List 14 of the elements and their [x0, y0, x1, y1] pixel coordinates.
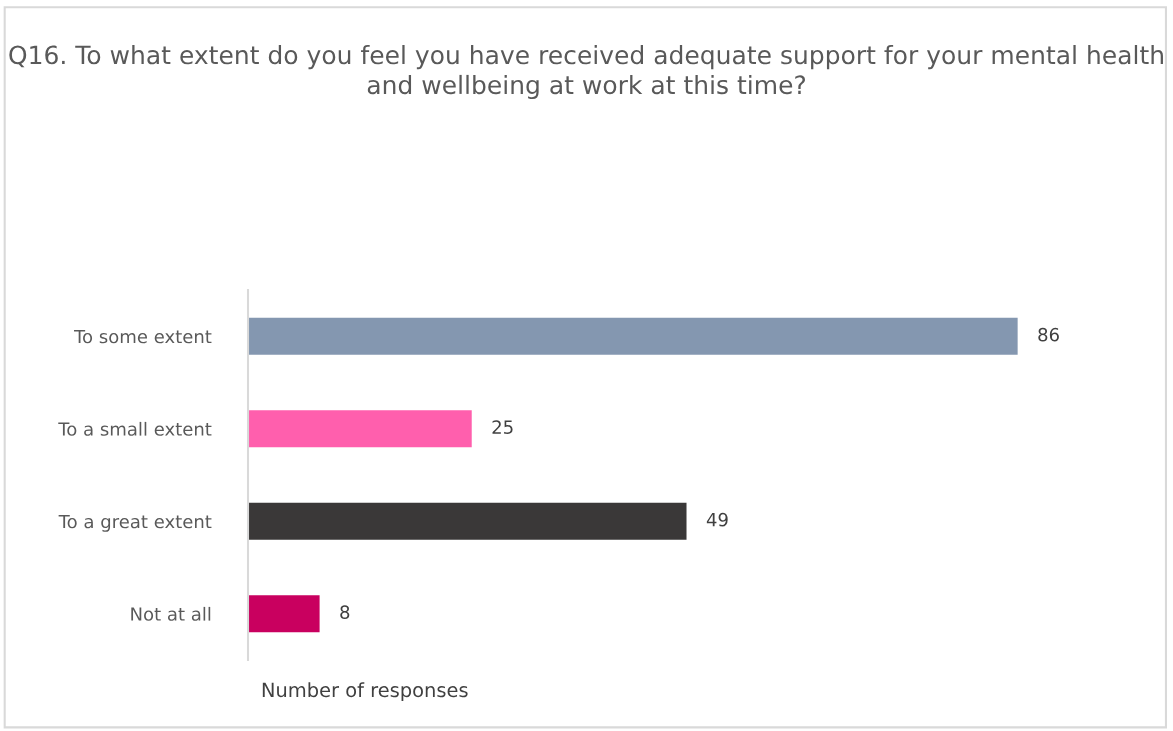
- data-label: 86: [1038, 327, 1059, 342]
- data-label: 25: [492, 420, 513, 434]
- bar: [248, 502, 687, 540]
- y-tick-label: To a small extent: [58, 421, 212, 436]
- bar: [248, 595, 320, 633]
- data-label: 8: [340, 605, 350, 619]
- y-tick-label: To a great extent: [58, 514, 212, 532]
- chart-title: Q16. To what extent do you feel you have received adequate support for your mental health and wellbeing at work at this time?: [9, 45, 1163, 100]
- bar: [248, 317, 1018, 355]
- y-tick-label: To some extent: [74, 329, 212, 344]
- bar: [248, 410, 472, 448]
- x-axis-title: Number of responses: [262, 682, 468, 702]
- y-tick-label: Not at all: [131, 606, 211, 621]
- data-label: 49: [706, 512, 728, 527]
